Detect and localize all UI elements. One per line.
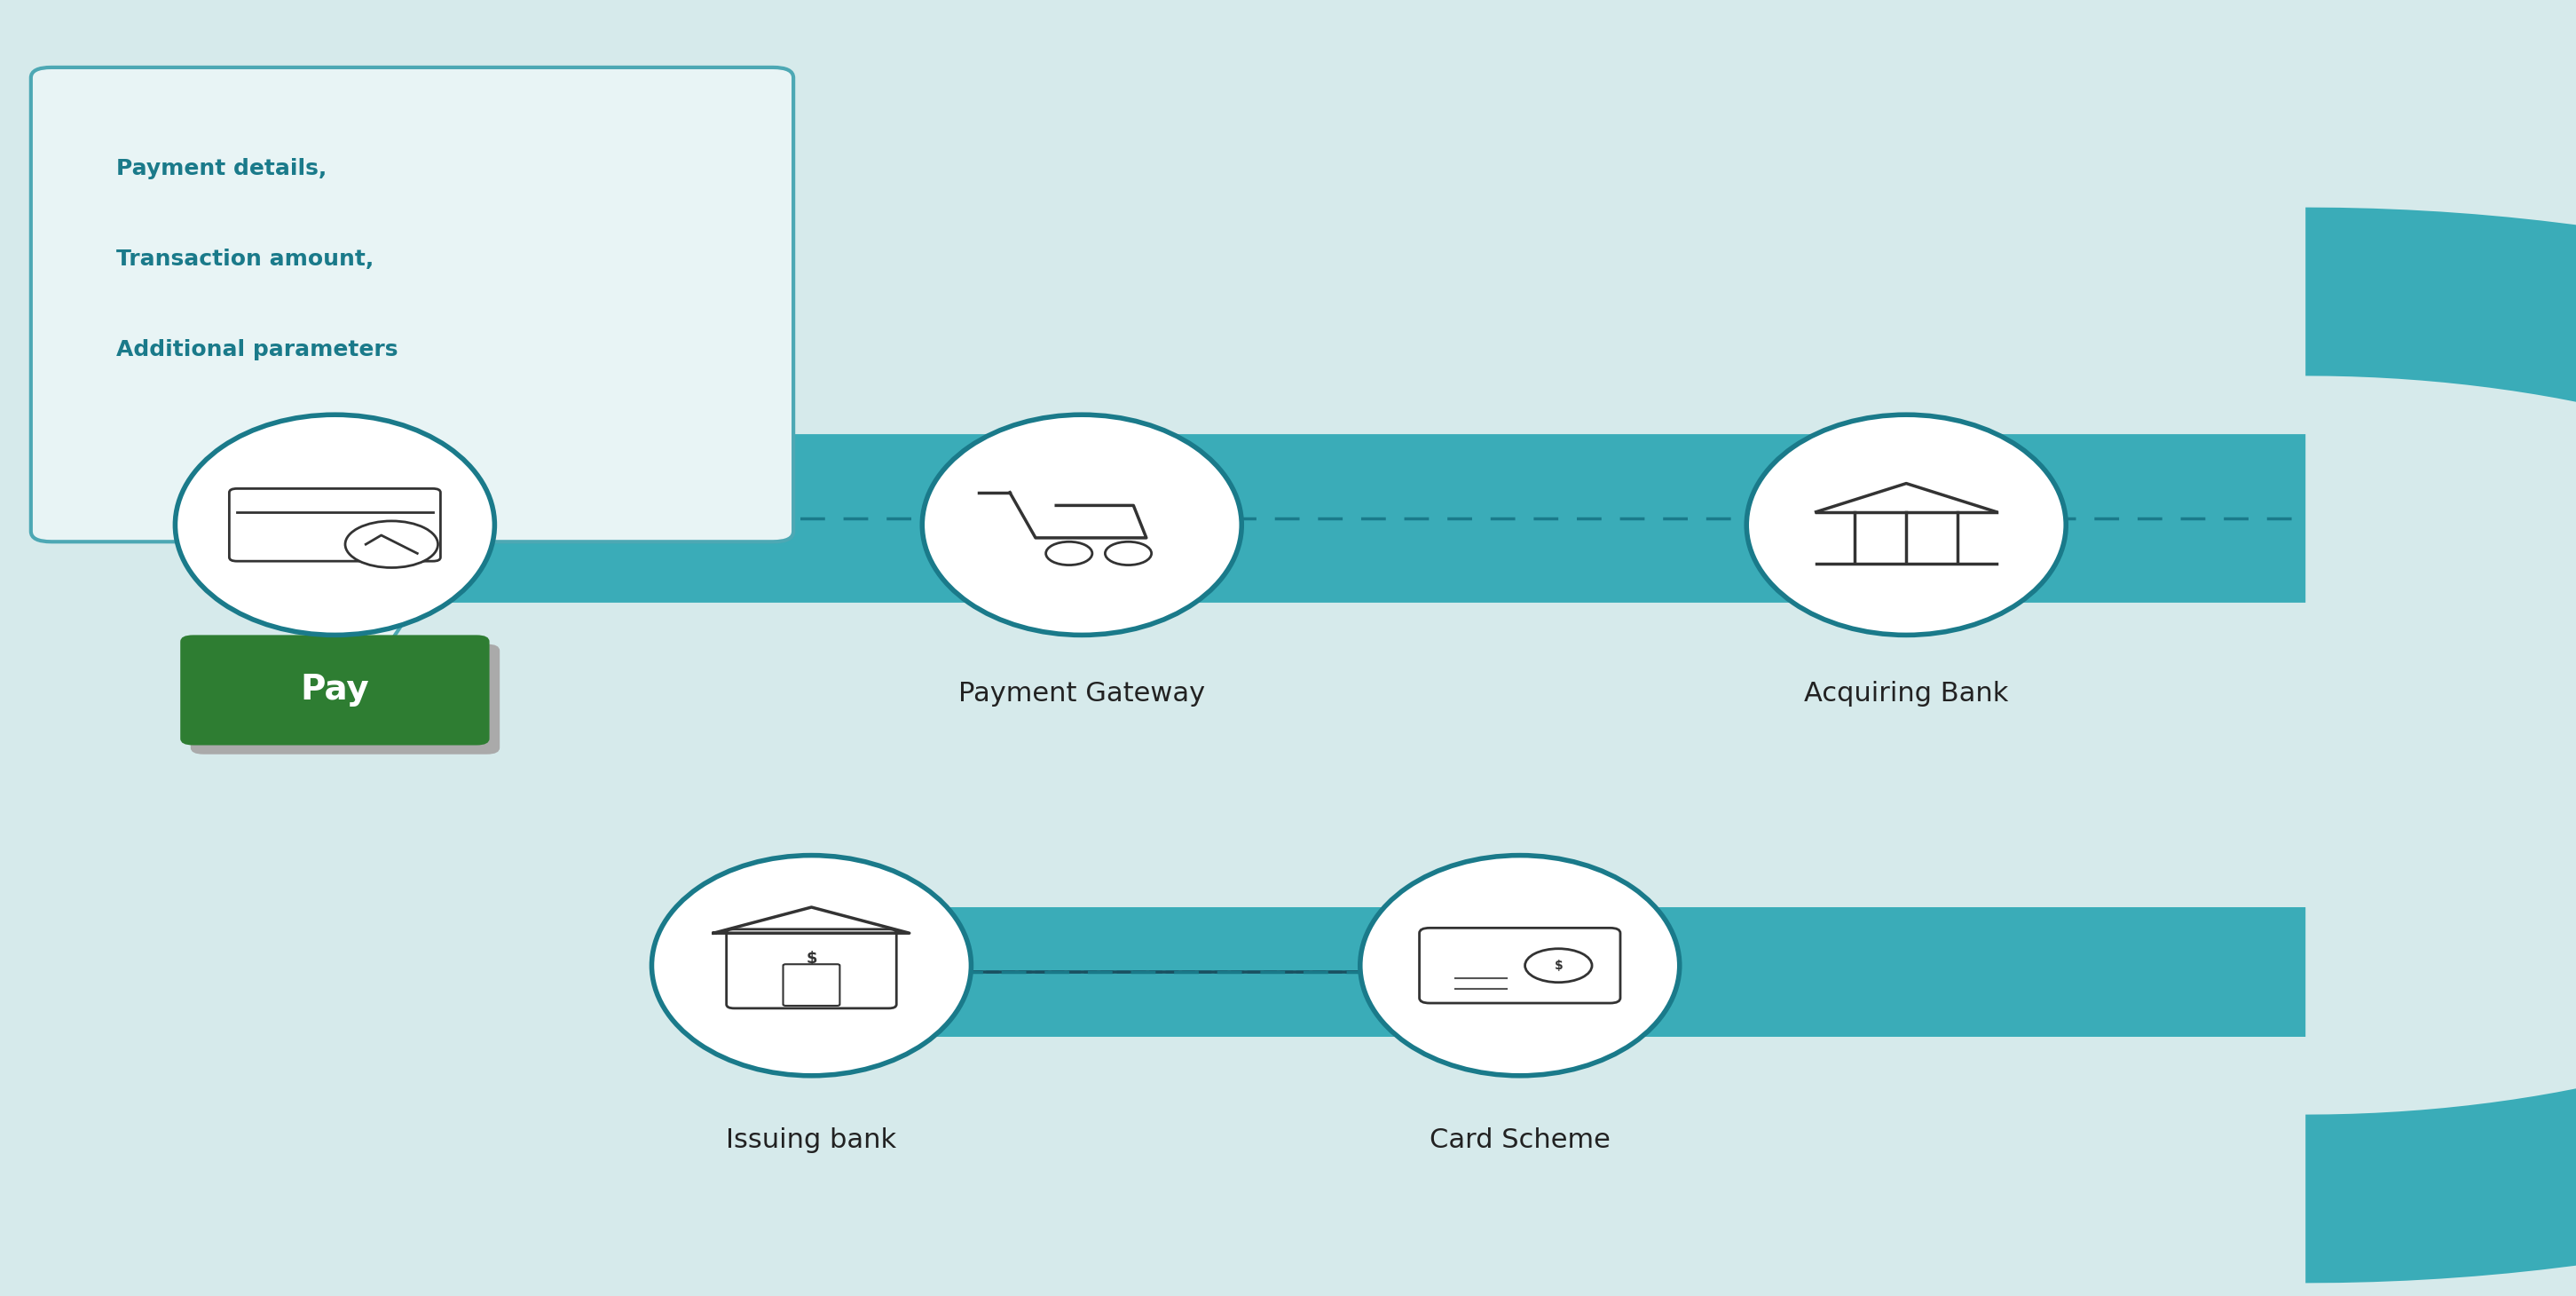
FancyBboxPatch shape xyxy=(760,907,2306,1037)
Text: $: $ xyxy=(1553,959,1564,972)
Circle shape xyxy=(1105,542,1151,565)
Ellipse shape xyxy=(652,855,971,1076)
Text: Pay: Pay xyxy=(301,673,368,708)
FancyBboxPatch shape xyxy=(229,489,440,561)
Text: Additional parameters: Additional parameters xyxy=(116,340,397,360)
Ellipse shape xyxy=(1747,415,2066,635)
Polygon shape xyxy=(2306,207,2576,1283)
Ellipse shape xyxy=(175,415,495,635)
Text: $: $ xyxy=(806,951,817,967)
Ellipse shape xyxy=(1360,855,1680,1076)
FancyBboxPatch shape xyxy=(191,644,500,754)
Polygon shape xyxy=(180,531,464,648)
Text: Issuing bank: Issuing bank xyxy=(726,1128,896,1153)
Text: Acquiring Bank: Acquiring Bank xyxy=(1803,680,2009,706)
Text: Transaction amount,: Transaction amount, xyxy=(116,249,374,270)
Text: Payment Gateway: Payment Gateway xyxy=(958,680,1206,706)
FancyBboxPatch shape xyxy=(180,635,489,745)
FancyBboxPatch shape xyxy=(1419,928,1620,1003)
Text: Payment details,: Payment details, xyxy=(116,158,327,179)
Circle shape xyxy=(345,521,438,568)
Circle shape xyxy=(1046,542,1092,565)
FancyBboxPatch shape xyxy=(726,929,896,1008)
FancyBboxPatch shape xyxy=(783,964,840,1006)
Ellipse shape xyxy=(922,415,1242,635)
Circle shape xyxy=(1525,949,1592,982)
Text: Card Scheme: Card Scheme xyxy=(1430,1128,1610,1153)
FancyBboxPatch shape xyxy=(219,434,2306,603)
FancyBboxPatch shape xyxy=(31,67,793,542)
